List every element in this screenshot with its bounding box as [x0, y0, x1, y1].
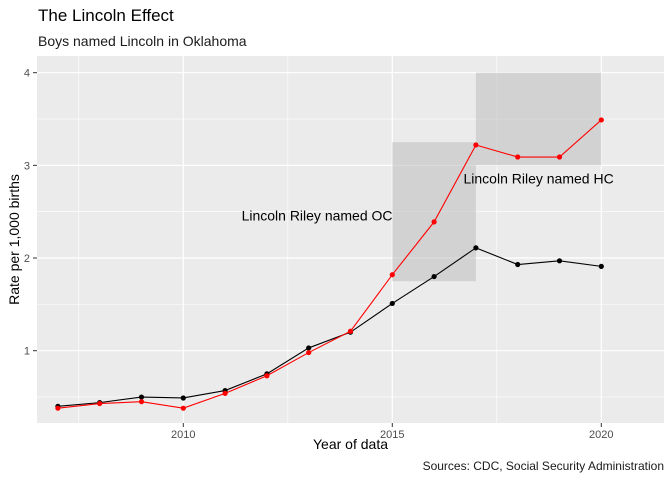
annotation-region-1: [392, 142, 476, 282]
data-point-s2-2007: [55, 405, 61, 411]
data-point-s2-2012: [264, 373, 270, 379]
data-point-s2-2018: [515, 154, 521, 160]
x-tick-label: 2020: [589, 429, 613, 441]
annotation-region-2: [475, 72, 602, 166]
data-point-s1-2019: [556, 258, 563, 264]
data-point-s1-2009: [138, 394, 145, 400]
data-point-s2-2019: [556, 154, 563, 160]
data-point-s1-2010: [180, 395, 186, 401]
data-point-s2-2014: [347, 328, 354, 334]
y-tick-label: 3: [24, 160, 30, 172]
data-point-s2-2020: [598, 117, 604, 123]
data-point-s2-2016: [431, 219, 437, 225]
data-point-s1-2020: [598, 263, 604, 269]
chart-subtitle: Boys named Lincoln in Oklahoma: [38, 33, 247, 49]
x-axis-title: Year of data: [313, 436, 388, 452]
data-point-s1-2016: [431, 273, 437, 280]
annotation-label-1: Lincoln Riley named OC: [242, 207, 393, 223]
data-point-s2-2011: [222, 390, 228, 396]
y-tick-label: 4: [24, 68, 30, 80]
chart-caption: Sources: CDC, Social Security Administra…: [422, 459, 664, 473]
data-point-s2-2008: [97, 400, 103, 407]
data-point-s2-2009: [138, 399, 145, 405]
y-tick-label: 2: [24, 253, 30, 265]
data-point-s1-2017: [473, 245, 479, 251]
x-tick-label: 2010: [171, 429, 195, 441]
y-axis-title: Rate per 1,000 births: [6, 174, 22, 305]
data-point-s2-2015: [389, 272, 395, 278]
x-tick-label: 2015: [380, 429, 404, 441]
data-point-s2-2010: [180, 405, 186, 411]
series-line-2: [57, 119, 602, 409]
annotation-label-2: Lincoln Riley named HC: [464, 170, 614, 186]
data-point-s1-2018: [515, 261, 521, 268]
data-point-s1-2015: [389, 300, 395, 307]
data-point-s2-2017: [473, 142, 479, 148]
data-point-s1-2013: [306, 345, 312, 351]
series-line-1: [57, 247, 602, 407]
data-point-s2-2013: [306, 349, 312, 356]
y-tick-label: 1: [24, 346, 30, 358]
chart-title: The Lincoln Effect: [38, 6, 174, 25]
